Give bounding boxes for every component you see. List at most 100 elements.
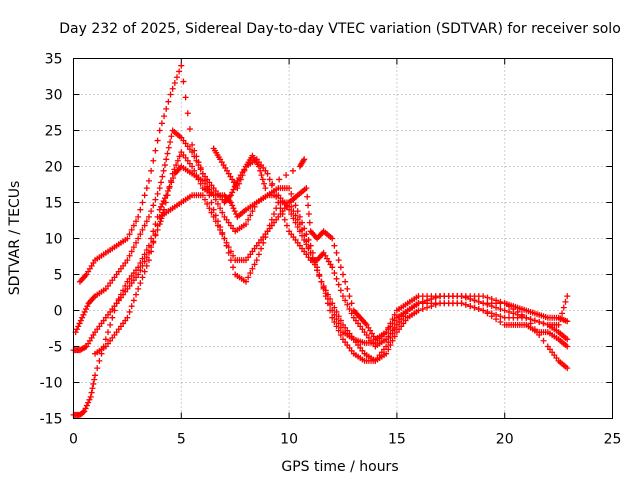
data-point bbox=[269, 180, 276, 187]
data-point bbox=[335, 313, 342, 320]
data-point bbox=[467, 295, 474, 302]
data-point bbox=[126, 308, 133, 315]
data-point bbox=[204, 185, 211, 192]
data-point bbox=[167, 91, 174, 98]
data-point bbox=[163, 156, 170, 163]
data-point bbox=[497, 306, 504, 313]
data-point bbox=[346, 293, 353, 300]
y-tick-label: 20 bbox=[45, 160, 63, 176]
data-point bbox=[251, 261, 258, 268]
data-point bbox=[197, 164, 204, 171]
y-tick-label: 0 bbox=[54, 304, 63, 320]
data-point bbox=[484, 294, 491, 301]
data-point bbox=[501, 300, 508, 307]
data-point bbox=[77, 317, 84, 324]
data-point bbox=[331, 270, 338, 277]
data-point bbox=[383, 329, 390, 336]
data-point bbox=[273, 205, 280, 212]
data-point bbox=[242, 278, 249, 285]
data-point bbox=[208, 199, 215, 206]
axis-ticks: 0 5 10 15 20 25 -15 -10 -5 0 5 10 15 20 25 30 35 bbox=[40, 52, 622, 448]
data-point bbox=[227, 257, 234, 264]
data-point bbox=[221, 235, 228, 242]
data-point bbox=[497, 313, 504, 320]
data-point bbox=[189, 141, 196, 148]
data-point bbox=[81, 308, 88, 315]
data-point bbox=[294, 216, 301, 223]
data-point bbox=[145, 177, 152, 184]
data-point bbox=[331, 242, 338, 249]
data-point bbox=[260, 239, 267, 246]
data-point bbox=[189, 163, 196, 170]
data-point bbox=[292, 202, 299, 209]
y-tick-label: -15 bbox=[40, 412, 63, 428]
data-point bbox=[152, 196, 159, 203]
data-point bbox=[383, 350, 390, 357]
data-point bbox=[141, 222, 148, 229]
data-point bbox=[484, 308, 491, 315]
data-point bbox=[90, 380, 97, 387]
data-point bbox=[76, 320, 83, 327]
data-point bbox=[214, 200, 221, 207]
data-point bbox=[139, 199, 146, 206]
data-point bbox=[340, 271, 346, 278]
data-point bbox=[288, 203, 295, 210]
data-point bbox=[148, 248, 155, 255]
data-point bbox=[385, 346, 392, 353]
data-point bbox=[109, 314, 116, 321]
data-point bbox=[164, 150, 171, 157]
data-point bbox=[204, 200, 211, 207]
chart-title: Day 232 of 2025, Sidereal Day-to-day VTE… bbox=[59, 21, 621, 37]
data-point bbox=[333, 275, 340, 282]
data-point bbox=[296, 221, 303, 228]
data-point bbox=[329, 264, 336, 271]
data-point bbox=[283, 222, 290, 229]
data-point bbox=[335, 281, 342, 288]
data-point bbox=[234, 185, 241, 192]
data-point bbox=[195, 159, 202, 166]
data-point bbox=[342, 278, 349, 285]
data-point bbox=[145, 213, 152, 220]
x-tick-label: 5 bbox=[177, 432, 186, 448]
data-point bbox=[257, 167, 264, 174]
data-point bbox=[555, 321, 562, 328]
data-point bbox=[264, 170, 271, 177]
data-point bbox=[266, 222, 273, 229]
y-tick-label: -10 bbox=[40, 376, 63, 392]
data-point bbox=[193, 153, 200, 160]
data-point bbox=[137, 280, 144, 287]
data-point bbox=[523, 314, 530, 321]
data-point bbox=[148, 167, 155, 174]
data-point bbox=[173, 74, 180, 81]
data-point bbox=[171, 79, 178, 86]
data-point bbox=[247, 270, 254, 277]
data-point bbox=[83, 402, 90, 409]
y-axis-label: SDTVAR / TECUs bbox=[7, 181, 23, 296]
data-point bbox=[202, 177, 209, 184]
data-point bbox=[458, 293, 465, 300]
data-point bbox=[87, 393, 94, 400]
data-point bbox=[165, 98, 172, 105]
data-point bbox=[171, 166, 178, 173]
data-point bbox=[249, 265, 256, 272]
data-point bbox=[301, 156, 308, 163]
data-point bbox=[288, 190, 295, 197]
data-point bbox=[154, 137, 161, 144]
data-point bbox=[164, 192, 171, 199]
data-point bbox=[165, 144, 172, 151]
data-point bbox=[178, 62, 185, 69]
data-point bbox=[564, 318, 571, 325]
data-point bbox=[230, 205, 237, 212]
data-point bbox=[102, 336, 109, 343]
data-point bbox=[199, 192, 206, 199]
data-point bbox=[245, 274, 252, 281]
data-point bbox=[227, 199, 234, 206]
data-point bbox=[159, 200, 166, 207]
data-point bbox=[389, 316, 396, 323]
data-point bbox=[557, 316, 564, 323]
data-point bbox=[564, 293, 571, 300]
data-point bbox=[289, 167, 296, 174]
data-point bbox=[154, 222, 161, 229]
data-point bbox=[143, 185, 150, 192]
data-point bbox=[191, 167, 198, 174]
